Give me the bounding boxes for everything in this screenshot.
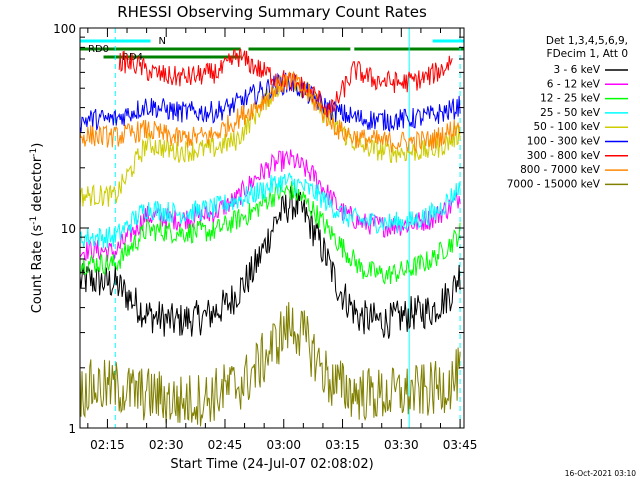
legend-label-12-25-kev: 12 - 25 keV xyxy=(540,93,601,105)
legend-label-100-300-kev: 100 - 300 keV xyxy=(527,136,601,148)
legend-header-line-1: Det 1,3,4,5,6,9, xyxy=(546,35,628,47)
legend-label-7000-15000-kev: 7000 - 15000 keV xyxy=(507,178,601,190)
series-line-25-50-kev xyxy=(79,172,461,249)
x-tick-label: 03:15 xyxy=(325,438,360,452)
y-tick-label: 10 xyxy=(61,222,76,236)
legend-header-line-2: FDecim 1, Att 0 xyxy=(547,48,628,60)
y-tick-label: 1 xyxy=(68,422,76,436)
timestamp: 16-Oct-2021 03:10 xyxy=(565,469,636,478)
legend-label-50-100-kev: 50 - 100 keV xyxy=(533,121,600,133)
x-tick-label: 02:15 xyxy=(90,438,125,452)
legend-label-25-50-kev: 25 - 50 keV xyxy=(540,107,601,119)
legend-label-800-7000-kev: 800 - 7000 keV xyxy=(520,164,601,176)
legend: Det 1,3,4,5,6,9, FDecim 1, Att 0 3 - 6 k… xyxy=(507,35,628,190)
x-tick-label: 03:30 xyxy=(384,438,419,452)
legend-label-300-800-kev: 300 - 800 keV xyxy=(527,150,601,162)
series-line-800-7000-kev xyxy=(79,71,461,154)
x-tick-label: 02:45 xyxy=(208,438,243,452)
series-line-7000-15000-kev xyxy=(79,302,461,427)
y-axis: 1 10 100 xyxy=(53,22,464,436)
x-axis-label: Start Time (24-Jul-07 02:08:02) xyxy=(170,457,373,472)
x-tick-label: 03:00 xyxy=(266,438,301,452)
series-layer xyxy=(79,48,461,427)
flag-label-n: N xyxy=(159,36,166,47)
series-line-3-6-kev xyxy=(79,184,461,339)
legend-label-6-12-kev: 6 - 12 keV xyxy=(547,78,601,90)
x-axis: 02:15 02:30 02:45 03:00 03:15 03:30 03:45 xyxy=(87,28,478,452)
x-tick-label: 02:30 xyxy=(149,438,184,452)
series-line-100-300-kev xyxy=(79,72,461,133)
x-tick-label: 03:45 xyxy=(443,438,478,452)
y-tick-label: 100 xyxy=(53,22,76,36)
y-axis-label: Count Rate (s-1 detector-1) xyxy=(29,143,45,314)
legend-label-3-6-kev: 3 - 6 keV xyxy=(553,64,600,76)
chart-title: RHESSI Observing Summary Count Rates xyxy=(117,3,427,21)
flag-label-rd0: RD0 xyxy=(88,44,109,55)
